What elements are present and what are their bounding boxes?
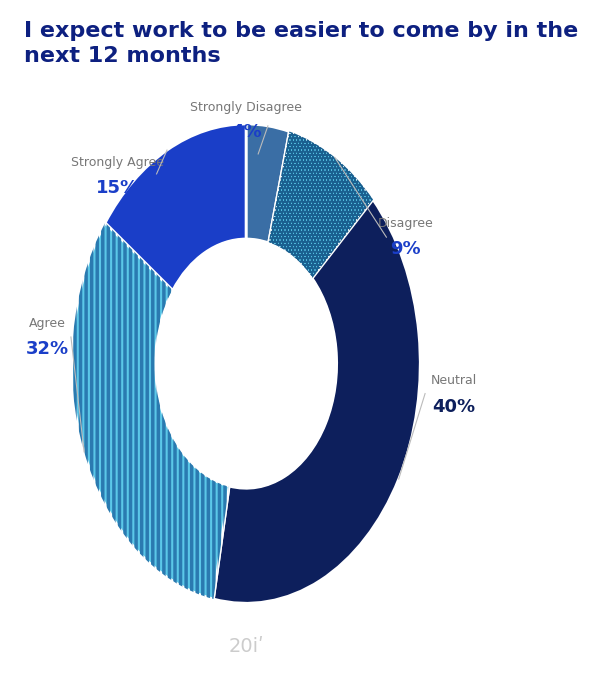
Wedge shape <box>246 124 289 243</box>
Text: Disagree: Disagree <box>378 217 434 231</box>
Text: 15%: 15% <box>97 179 139 197</box>
Text: 20iʹ: 20iʹ <box>229 637 264 656</box>
Wedge shape <box>214 200 420 603</box>
Text: I expect work to be easier to come by in the
next 12 months: I expect work to be easier to come by in… <box>23 21 578 65</box>
Text: 40%: 40% <box>433 398 476 416</box>
Wedge shape <box>269 131 373 278</box>
Text: Agree: Agree <box>29 317 66 330</box>
Text: 9%: 9% <box>391 240 421 258</box>
Wedge shape <box>72 223 229 599</box>
Text: Strongly Disagree: Strongly Disagree <box>190 101 302 114</box>
Text: 32%: 32% <box>26 340 69 358</box>
Text: Neutral: Neutral <box>431 374 477 387</box>
Text: 4%: 4% <box>231 123 262 141</box>
Text: Strongly Agree: Strongly Agree <box>71 156 164 169</box>
Wedge shape <box>105 124 246 290</box>
Circle shape <box>155 239 337 488</box>
